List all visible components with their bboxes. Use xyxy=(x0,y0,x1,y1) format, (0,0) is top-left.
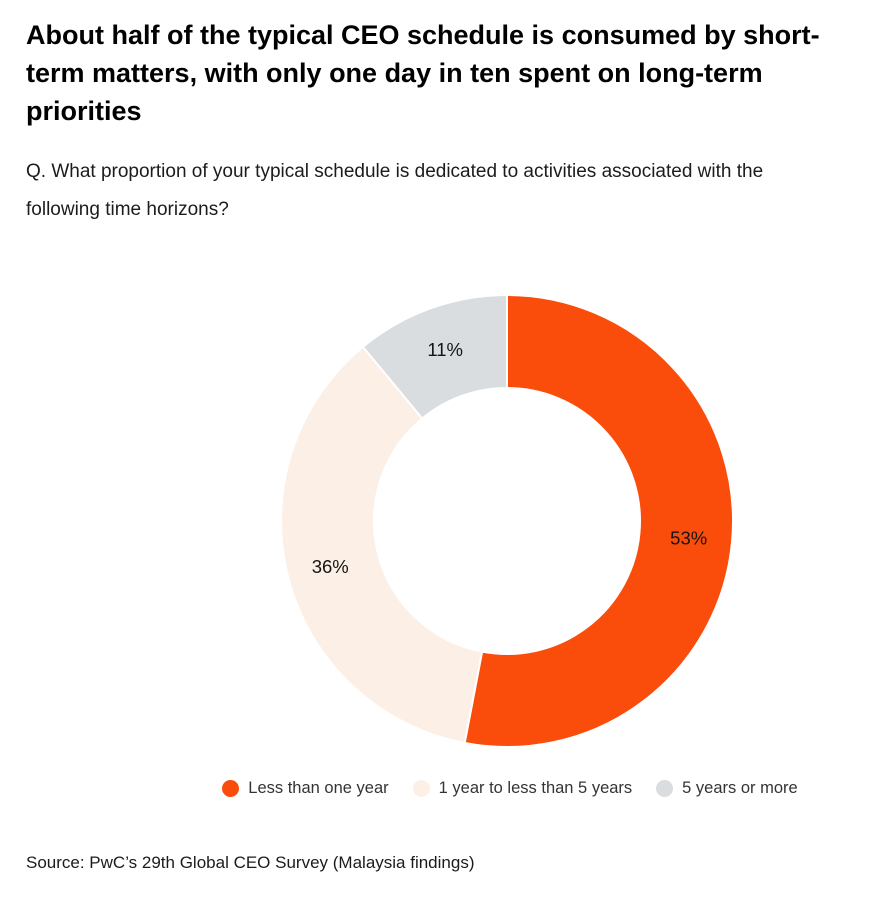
source-note: Source: PwC’s 29th Global CEO Survey (Ma… xyxy=(26,853,475,872)
chart-legend: Less than one year 1 year to less than 5 … xyxy=(62,779,896,798)
survey-question: Q. What proportion of your typical sched… xyxy=(26,161,764,220)
legend-label: Less than one year xyxy=(248,779,389,797)
legend-marker-icon xyxy=(222,780,240,797)
legend-item: 5 years or more xyxy=(656,779,798,798)
legend-label: 1 year to less than 5 years xyxy=(438,779,633,797)
legend-marker-icon xyxy=(412,780,430,797)
legend-item: Less than one year xyxy=(222,779,389,798)
donut-data-label: 11% xyxy=(427,339,463,360)
legend-marker-icon xyxy=(656,780,674,797)
legend-item: 1 year to less than 5 years xyxy=(412,779,633,798)
donut-data-label: 53% xyxy=(670,528,707,549)
legend-label: 5 years or more xyxy=(682,779,798,797)
donut-data-label: 36% xyxy=(312,556,349,577)
page-title: About half of the typical CEO schedule i… xyxy=(26,20,820,126)
donut-segment-2 xyxy=(361,293,508,420)
donut-segment-1 xyxy=(280,345,484,745)
donut-segment-0 xyxy=(463,293,734,748)
